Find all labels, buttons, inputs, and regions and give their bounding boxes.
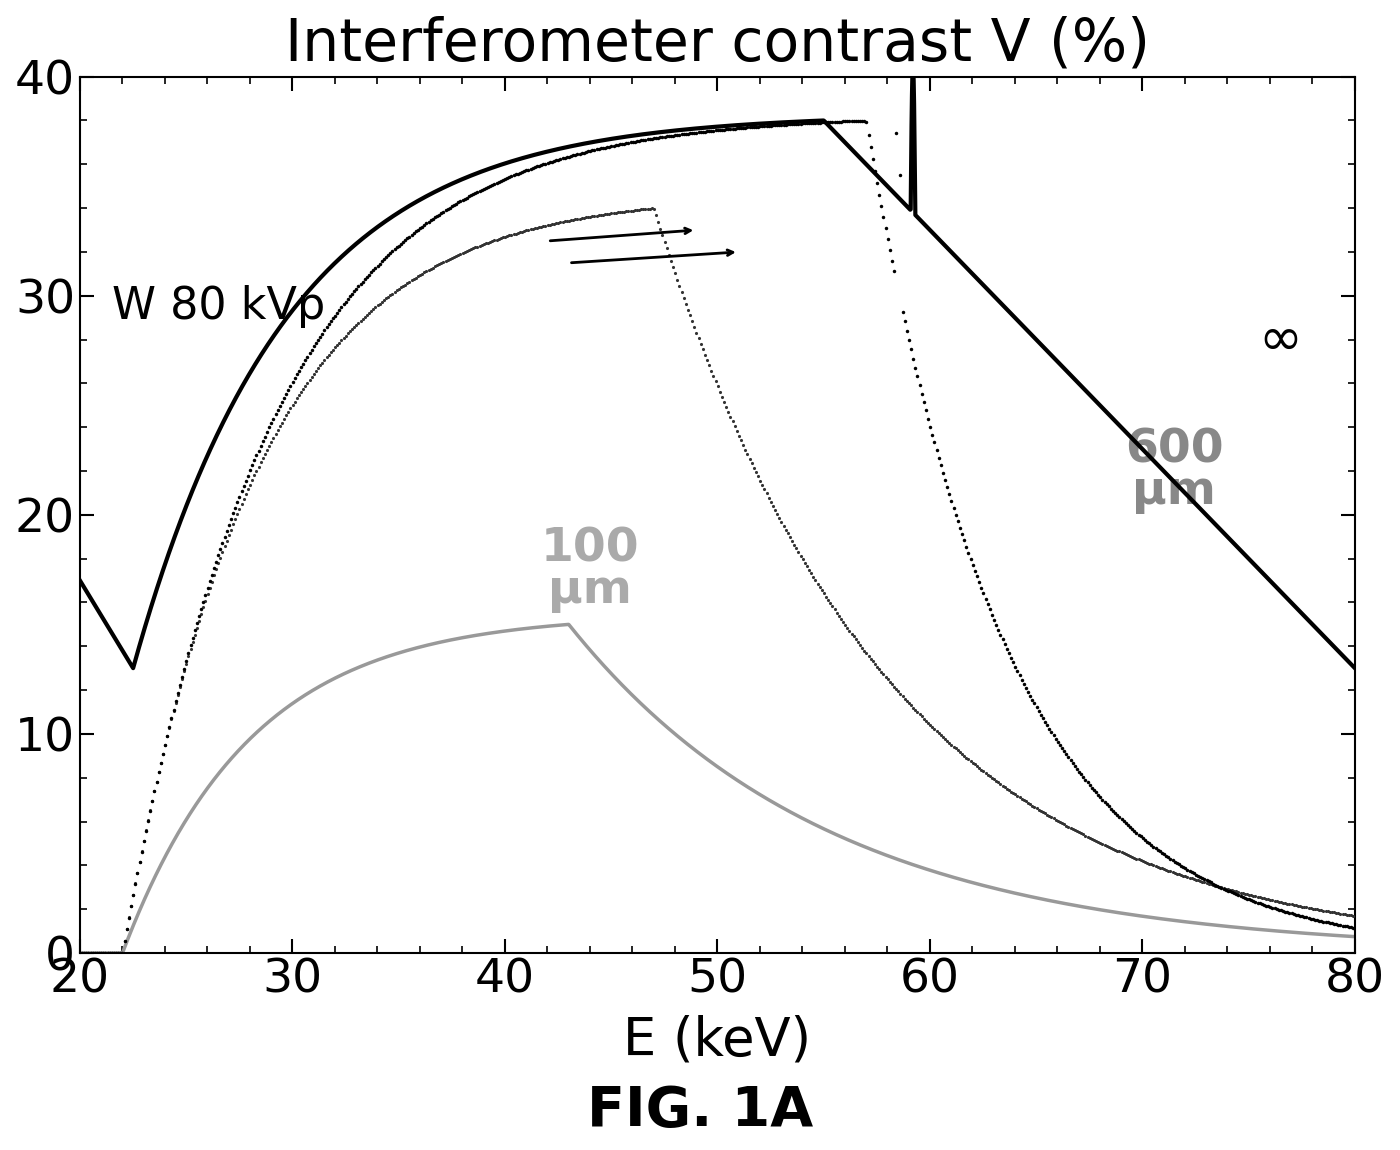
X-axis label: E (keV): E (keV) bbox=[623, 1014, 812, 1066]
Text: FIG. 1A: FIG. 1A bbox=[587, 1084, 813, 1138]
Text: 100
μm: 100 μm bbox=[540, 527, 640, 613]
Title: Interferometer contrast V (%): Interferometer contrast V (%) bbox=[286, 15, 1149, 72]
Text: 600
μm: 600 μm bbox=[1126, 428, 1224, 514]
Text: ∞: ∞ bbox=[1259, 314, 1302, 366]
Text: W 80 kVp: W 80 kVp bbox=[112, 285, 325, 328]
